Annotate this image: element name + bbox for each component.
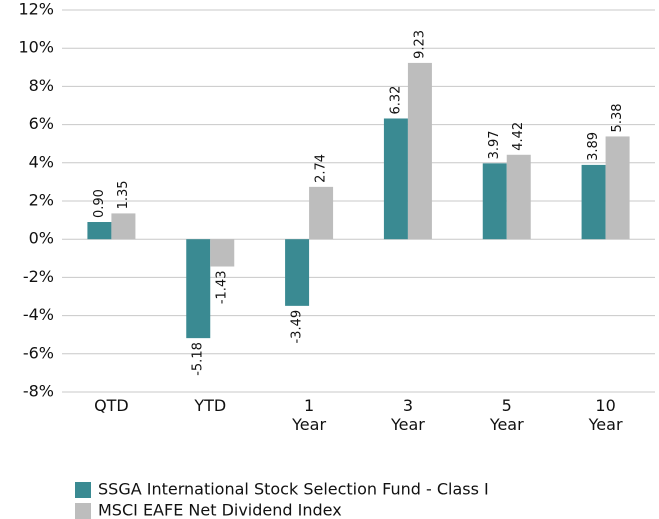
- y-tick-label: -8%: [23, 382, 54, 401]
- value-label: 2.74: [314, 154, 329, 183]
- value-label: -1.43: [215, 271, 230, 305]
- y-tick-label: 6%: [29, 114, 54, 133]
- bar: [111, 213, 136, 240]
- y-tick-label: 8%: [29, 76, 54, 95]
- y-tick-label: 2%: [29, 191, 54, 210]
- bar: [482, 163, 507, 240]
- value-label: -5.18: [191, 342, 206, 376]
- bar: [506, 154, 531, 240]
- bar: [87, 222, 112, 240]
- y-tick-label: -2%: [23, 267, 54, 286]
- y-tick-label: -4%: [23, 305, 54, 324]
- bar: [186, 239, 211, 339]
- legend-swatch: [75, 482, 91, 498]
- value-label: -3.49: [290, 310, 305, 344]
- bar: [383, 118, 408, 240]
- bar: [581, 164, 606, 240]
- bar: [285, 239, 310, 306]
- x-tick-label: 10 Year: [588, 396, 623, 434]
- legend-label: MSCI EAFE Net Dividend Index: [98, 501, 342, 519]
- legend-label: SSGA International Stock Selection Fund …: [98, 480, 489, 499]
- bar: [309, 186, 334, 240]
- y-tick-label: 4%: [29, 152, 54, 171]
- value-label: 4.42: [511, 122, 526, 151]
- x-tick-label: 1 Year: [292, 396, 327, 434]
- bar: [210, 239, 235, 267]
- x-tick-label: YTD: [194, 396, 227, 415]
- legend-swatch: [75, 503, 91, 519]
- x-tick-label: QTD: [94, 396, 129, 415]
- value-label: 5.38: [610, 103, 625, 132]
- y-tick-label: 10%: [18, 38, 54, 57]
- y-tick-label: -6%: [23, 343, 54, 362]
- x-tick-label: 3 Year: [390, 396, 425, 434]
- value-label: 9.23: [412, 30, 427, 59]
- x-tick-label: 5 Year: [489, 396, 524, 434]
- value-label: 3.97: [487, 130, 502, 159]
- bar: [605, 136, 630, 240]
- value-label: 6.32: [388, 86, 403, 115]
- y-tick-label: 12%: [18, 0, 54, 19]
- bar: [407, 62, 432, 240]
- value-label: 1.35: [116, 180, 131, 209]
- value-label: 3.89: [586, 132, 601, 161]
- y-tick-label: 0%: [29, 229, 54, 248]
- value-label: 0.90: [92, 189, 107, 218]
